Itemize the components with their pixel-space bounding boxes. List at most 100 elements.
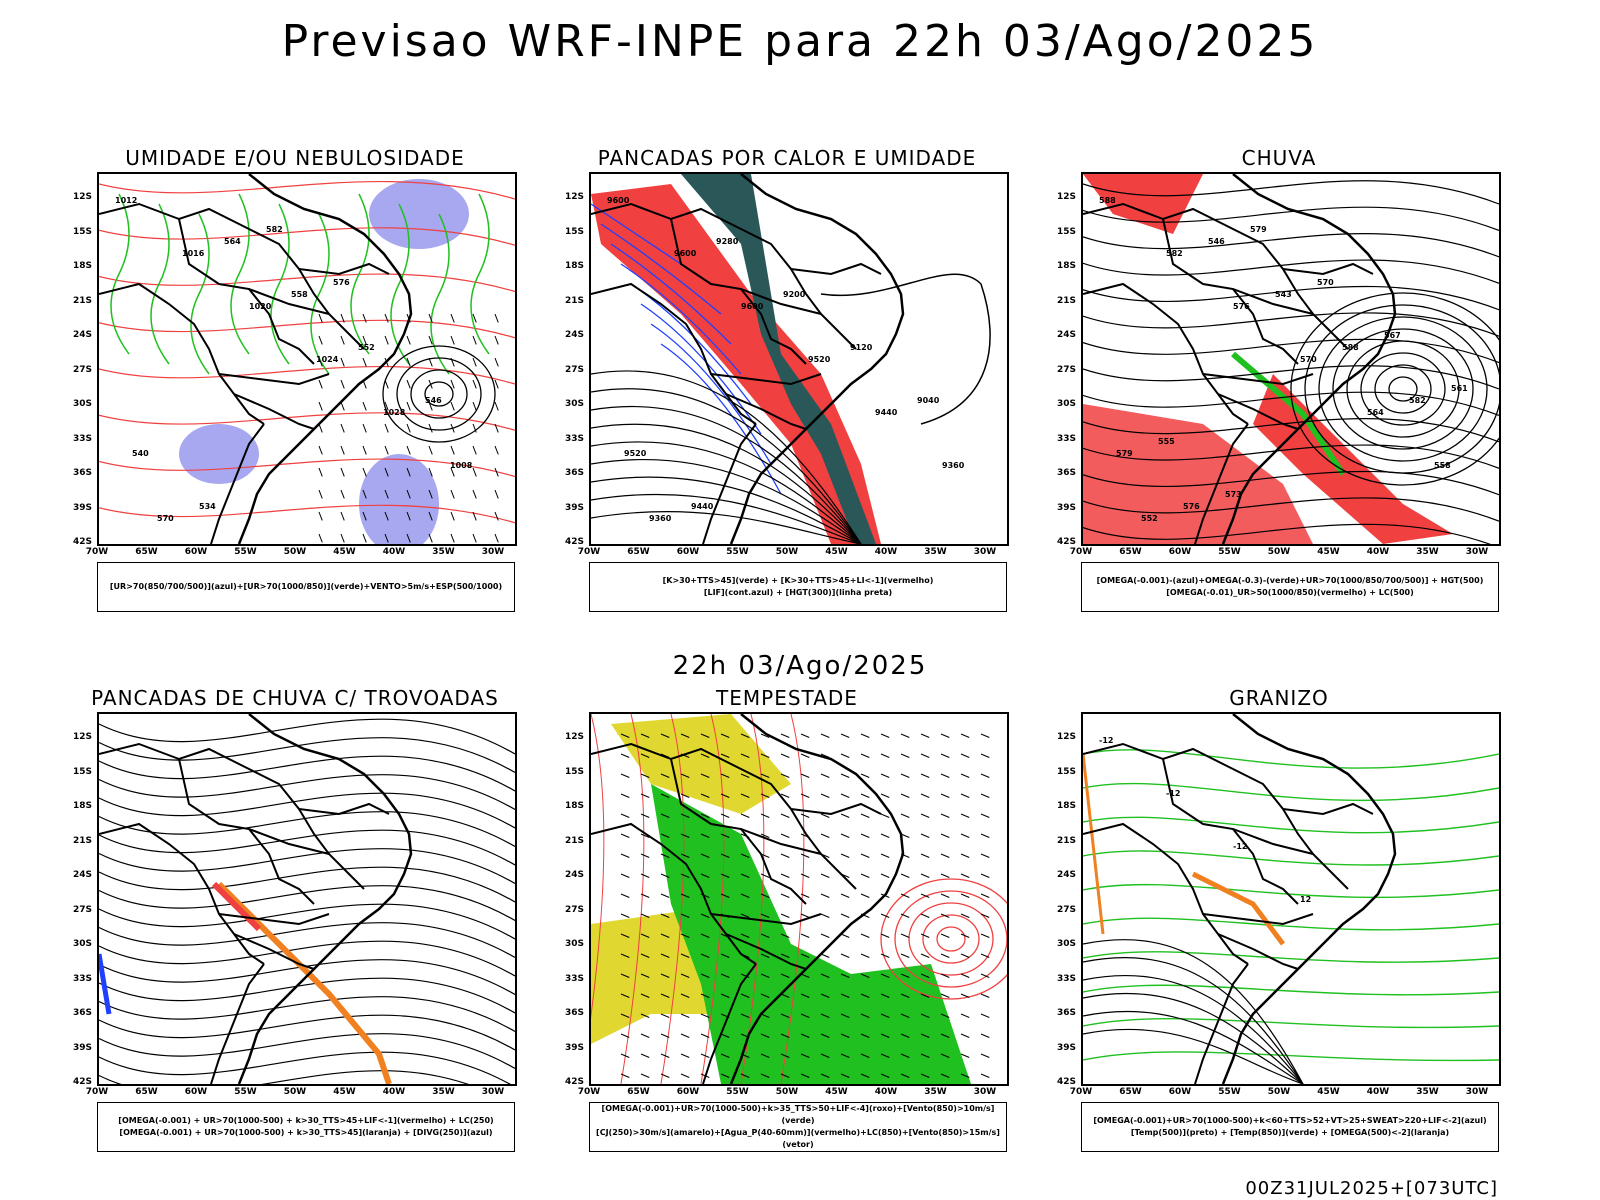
lon-tick-label: 55W <box>726 547 749 557</box>
lon-tick-label: 65W <box>1119 547 1142 557</box>
lat-tick-label: 15S <box>73 226 93 237</box>
lon-tick-label: 50W <box>283 1087 307 1097</box>
lat-tick-label: 42S <box>73 537 93 547</box>
contour-label: 564 <box>1367 408 1384 417</box>
contour-label: 564 <box>224 237 241 246</box>
lon-tick-label: 70W <box>1069 547 1093 557</box>
forecast-map <box>1081 712 1501 1086</box>
lat-tick-label: 39S <box>1057 1042 1077 1053</box>
contour-label: 1028 <box>383 408 406 417</box>
map-panel: CHUVA 12S 15S 18S 21S 24S 27S 30S 33S 36S 39S 42S 70… <box>1057 146 1501 616</box>
lon-tick-label: 50W <box>1267 1087 1291 1097</box>
lat-tick-label: 18S <box>73 801 93 811</box>
contour-label: 9040 <box>917 396 940 405</box>
contour-label: 558 <box>291 290 308 299</box>
lat-tick-label: 21S <box>565 835 585 846</box>
contour-label: -12 <box>1233 842 1248 851</box>
lon-tick-label: 50W <box>775 547 799 557</box>
panel-legend: [OMEGA(-0.001)-(azul)+OMEGA(-0.3)-(verde… <box>1081 562 1499 612</box>
lat-tick-label: 15S <box>565 766 585 777</box>
legend-line: [Temp(500)](preto) + [Temp(850)](verde) … <box>1130 1128 1450 1137</box>
map-canvas <box>99 714 515 1084</box>
lat-tick-label: 36S <box>565 468 585 478</box>
contour-label: 570 <box>157 514 174 523</box>
legend-line: [UR>70(850/700/500)](azul)+[UR>70(1000/8… <box>109 582 503 591</box>
lat-tick-label: 24S <box>1057 330 1077 340</box>
lat-tick-label: 21S <box>565 295 585 306</box>
lat-tick-label: 12S <box>565 732 585 742</box>
lat-tick-label: 42S <box>565 537 585 547</box>
lat-tick-label: 15S <box>565 226 585 237</box>
lat-tick-label: 21S <box>73 295 93 306</box>
lon-tick-label: 50W <box>1267 547 1291 557</box>
lat-tick-label: 39S <box>73 502 93 513</box>
lat-tick-label: 36S <box>73 1008 93 1018</box>
lon-tick-label: 45W <box>1317 1087 1340 1097</box>
contour-label: 582 <box>1166 249 1183 258</box>
forecast-map <box>589 172 1009 546</box>
panel-title: PANCADAS DE CHUVA C/ TROVOADAS <box>91 686 499 710</box>
lat-tick-label: 18S <box>1057 801 1077 811</box>
lat-tick-label: 21S <box>1057 835 1077 846</box>
lon-tick-label: 70W <box>85 1087 109 1097</box>
panel-legend: [UR>70(850/700/500)](azul)+[UR>70(1000/8… <box>97 562 515 612</box>
contour-label: 579 <box>1250 225 1267 234</box>
lat-tick-label: 18S <box>1057 261 1077 271</box>
lon-tick-label: 45W <box>333 1087 356 1097</box>
lon-tick-label: 65W <box>627 547 650 557</box>
lon-tick-label: 40W <box>874 547 898 557</box>
lat-tick-label: 33S <box>73 973 93 984</box>
lon-tick-label: 40W <box>874 1087 898 1097</box>
lon-tick-label: 45W <box>825 547 848 557</box>
lon-tick-label: 35W <box>924 547 947 557</box>
contour-label: 582 <box>1409 396 1426 405</box>
page-title: Previsao WRF-INPE para 22h 03/Ago/2025 <box>281 16 1319 67</box>
map-panel: TEMPESTADE 12S 15S 18S 21S 24S 27S 30S 33S 36S 39S… <box>565 686 1009 1156</box>
lat-tick-label: 12S <box>1057 192 1077 202</box>
lat-tick-label: 30S <box>1057 399 1077 409</box>
panel-legend: [OMEGA(-0.001)+UR>70(1000-500)+k<60+TTS>… <box>1081 1102 1499 1152</box>
legend-line: [OMEGA(-0.001) + UR>70(1000-500) + k>30_… <box>118 1116 494 1125</box>
lat-tick-label: 15S <box>1057 766 1077 777</box>
lon-tick-label: 55W <box>234 1087 257 1097</box>
map-canvas <box>591 714 1007 1084</box>
lat-tick-label: 27S <box>1057 904 1077 915</box>
contour-label: 9280 <box>716 237 739 246</box>
map-panel: PANCADAS DE CHUVA C/ TROVOADAS 12S 15S 18S 2… <box>73 686 517 1156</box>
lon-tick-label: 70W <box>577 1087 601 1097</box>
lon-tick-label: 65W <box>135 547 158 557</box>
contour-label: 9360 <box>649 514 672 523</box>
lon-tick-label: 35W <box>924 1087 947 1097</box>
lat-tick-label: 39S <box>565 1042 585 1053</box>
forecast-map <box>589 712 1009 1086</box>
contour-label: 9520 <box>624 449 647 458</box>
lon-tick-label: 60W <box>184 1087 208 1097</box>
contour-label: 570 <box>1300 355 1317 364</box>
contour-label: 588 <box>1099 196 1116 205</box>
contour-label: 576 <box>1183 502 1200 511</box>
lon-tick-label: 45W <box>825 1087 848 1097</box>
lat-tick-label: 30S <box>1057 939 1077 949</box>
lat-tick-label: 42S <box>1057 1077 1077 1087</box>
lon-tick-label: 35W <box>432 547 455 557</box>
mid-date-label: 22h 03/Ago/2025 <box>672 651 928 681</box>
forecast-map <box>97 712 517 1086</box>
lat-tick-label: 39S <box>565 502 585 513</box>
lon-tick-label: 50W <box>775 1087 799 1097</box>
contour-label: 588 <box>1342 343 1359 352</box>
contour-label: 12 <box>1300 895 1312 904</box>
lon-tick-label: 40W <box>382 547 406 557</box>
lon-tick-label: 65W <box>627 1087 650 1097</box>
lat-tick-label: 15S <box>73 766 93 777</box>
lat-tick-label: 12S <box>1057 732 1077 742</box>
lat-tick-label: 33S <box>73 433 93 444</box>
lon-tick-label: 50W <box>283 547 307 557</box>
lat-tick-label: 33S <box>565 973 585 984</box>
contour-label: 9440 <box>691 502 714 511</box>
lat-tick-label: 12S <box>565 192 585 202</box>
map-panel: PANCADAS POR CALOR E UMIDADE 12S 15S 18S 21S… <box>565 146 1009 616</box>
lat-tick-label: 27S <box>565 904 585 915</box>
lon-tick-label: 30W <box>973 547 997 557</box>
contour-label: 9200 <box>783 290 806 299</box>
lon-tick-label: 60W <box>1168 547 1192 557</box>
